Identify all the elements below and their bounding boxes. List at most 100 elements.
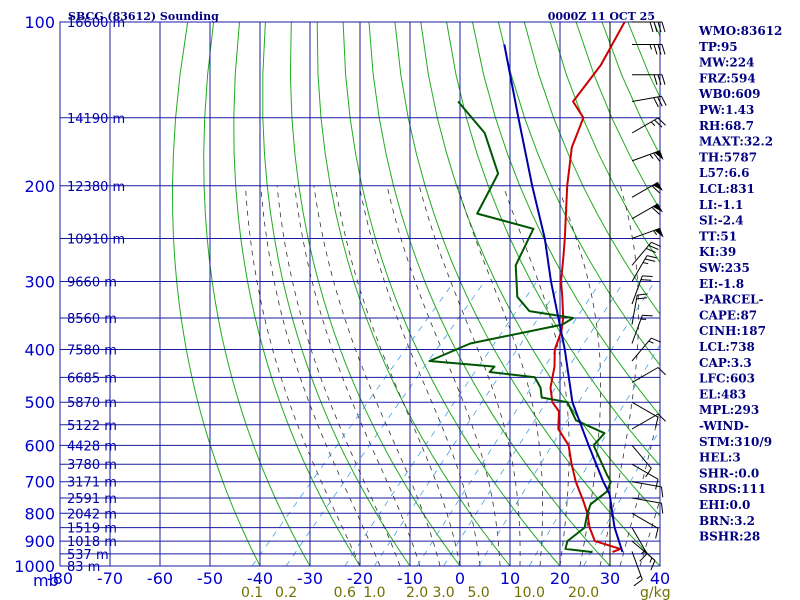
stat-line: TP:95 [699,40,738,54]
stat-line: EHI:0.0 [699,498,750,512]
pressure-tick-label: 300 [24,273,55,292]
wind-barb [631,227,664,239]
stat-line: TH:5787 [699,150,757,164]
pressure-tick-label: 600 [24,436,55,455]
pressure-tick-label: 1000 [14,557,55,576]
height-label: 5122 m [67,419,117,434]
stat-line: FRZ:594 [699,71,756,85]
stat-line: L57:6.6 [699,166,749,180]
stat-line: BRN:3.2 [699,514,755,528]
mixing-ratio-line [251,281,455,566]
sounding-time: 0000Z 11 OCT 25 [548,10,655,23]
mixing-ratio-tick-label: 0.2 [275,585,297,600]
stat-line: CAPE:87 [699,308,757,322]
height-label: 9660 m [67,276,117,291]
stat-line: HEL:3 [699,451,741,465]
stat-line: RH:68.7 [699,119,754,133]
mixing-ratio-tick-label: 0.1 [241,585,263,600]
mixing-ratio-tick-label: 1.0 [363,585,385,600]
dry-adiabat-line [420,22,660,517]
temperature-tick-label: -50 [197,569,223,588]
mixing-ratio-line [478,281,655,566]
temperature-tick-label: 20 [550,569,570,588]
dry-adiabat-line [472,22,660,417]
height-label: 16600 m [67,16,125,31]
pressure-tick-label: 900 [24,532,55,551]
mixing-ratio-tick-label: 2.0 [406,585,428,600]
wind-barb-column [631,21,667,587]
height-label: 8560 m [67,312,117,327]
moist-adiabat-line [599,185,639,566]
stat-line: LCL:831 [699,182,755,196]
stat-line: PW:1.43 [699,103,754,117]
dry-adiabat-line [316,22,511,566]
stat-line: SI:-2.4 [699,214,744,228]
wind-barb [631,275,653,305]
stat-line: STM:310/9 [699,435,772,449]
mixing-ratio-line [285,281,485,566]
station-title: SBCG (83612) Sounding [68,10,219,23]
stat-line: SRDS:111 [699,482,766,496]
stat-line: CAP:3.3 [699,356,752,370]
mixing-ratio-line [416,281,601,566]
stat-line: MAXT:32.2 [699,135,773,149]
stat-line: KI:39 [699,245,736,259]
dry-adiabat-line [523,22,660,316]
wind-barb [631,497,664,514]
stat-line: SW:235 [699,261,750,275]
dry-adiabat-line [497,22,660,366]
moist-adiabat-line [334,185,461,566]
temperature-tick-label: -70 [97,569,123,588]
mixing-ratio-tick-label: 10.0 [514,585,545,600]
pressure-tick-label: 700 [24,473,55,492]
pressure-unit-label: mb [33,571,59,590]
stat-line: CINH:187 [699,324,766,338]
stat-line: LCL:738 [699,340,755,354]
stat-line: -PARCEL- [699,293,764,307]
height-label: 14190 m [67,112,125,127]
wind-barb [631,293,648,325]
wind-barb [631,367,666,383]
stat-line: EL:483 [699,387,746,401]
stat-line: BSHR:28 [699,530,760,544]
wind-barb [631,150,664,162]
mixing-ratio-tick-label: 20.0 [568,585,599,600]
mixing-ratio-tick-label: 3.0 [432,585,454,600]
stat-line: WMO:83612 [698,24,782,38]
dry-adiabat-line [446,22,660,467]
dry-adiabat-line [394,22,660,566]
height-label: 2591 m [67,492,117,507]
wind-barb [631,444,652,478]
dry-adiabat-line [342,22,561,566]
wind-barb [632,74,666,85]
moist-adiabat-line [260,185,381,566]
grid-lines [59,21,661,567]
height-label: 2042 m [67,507,117,522]
wind-barb [631,203,663,220]
height-label: 1018 m [67,535,117,550]
height-label: 83 m [67,560,100,575]
pressure-tick-label: 500 [24,393,55,412]
wind-barb [631,413,666,430]
moist-adiabat-line [358,185,481,566]
stat-line: TT:51 [699,229,737,243]
temperature-tick-label: -40 [247,569,273,588]
moist-adiabat-line [386,185,501,566]
temperature-tick-label: 30 [600,569,620,588]
wind-barb [632,44,666,55]
wind-barb [631,401,659,428]
parcel-trace [503,44,624,553]
wind-barb [631,337,662,362]
pressure-tick-label: 800 [24,504,55,523]
wind-barb [631,481,664,498]
stat-line: MPL:293 [699,403,759,417]
wind-barb [631,255,658,282]
stat-line: LI:-1.1 [699,198,743,212]
moist-adiabat-line [294,185,421,566]
pressure-tick-label: 200 [24,177,55,196]
height-label: 3171 m [67,476,117,491]
stat-line: SHR-:0.0 [699,466,759,480]
mixing-ratio-line [443,281,625,566]
